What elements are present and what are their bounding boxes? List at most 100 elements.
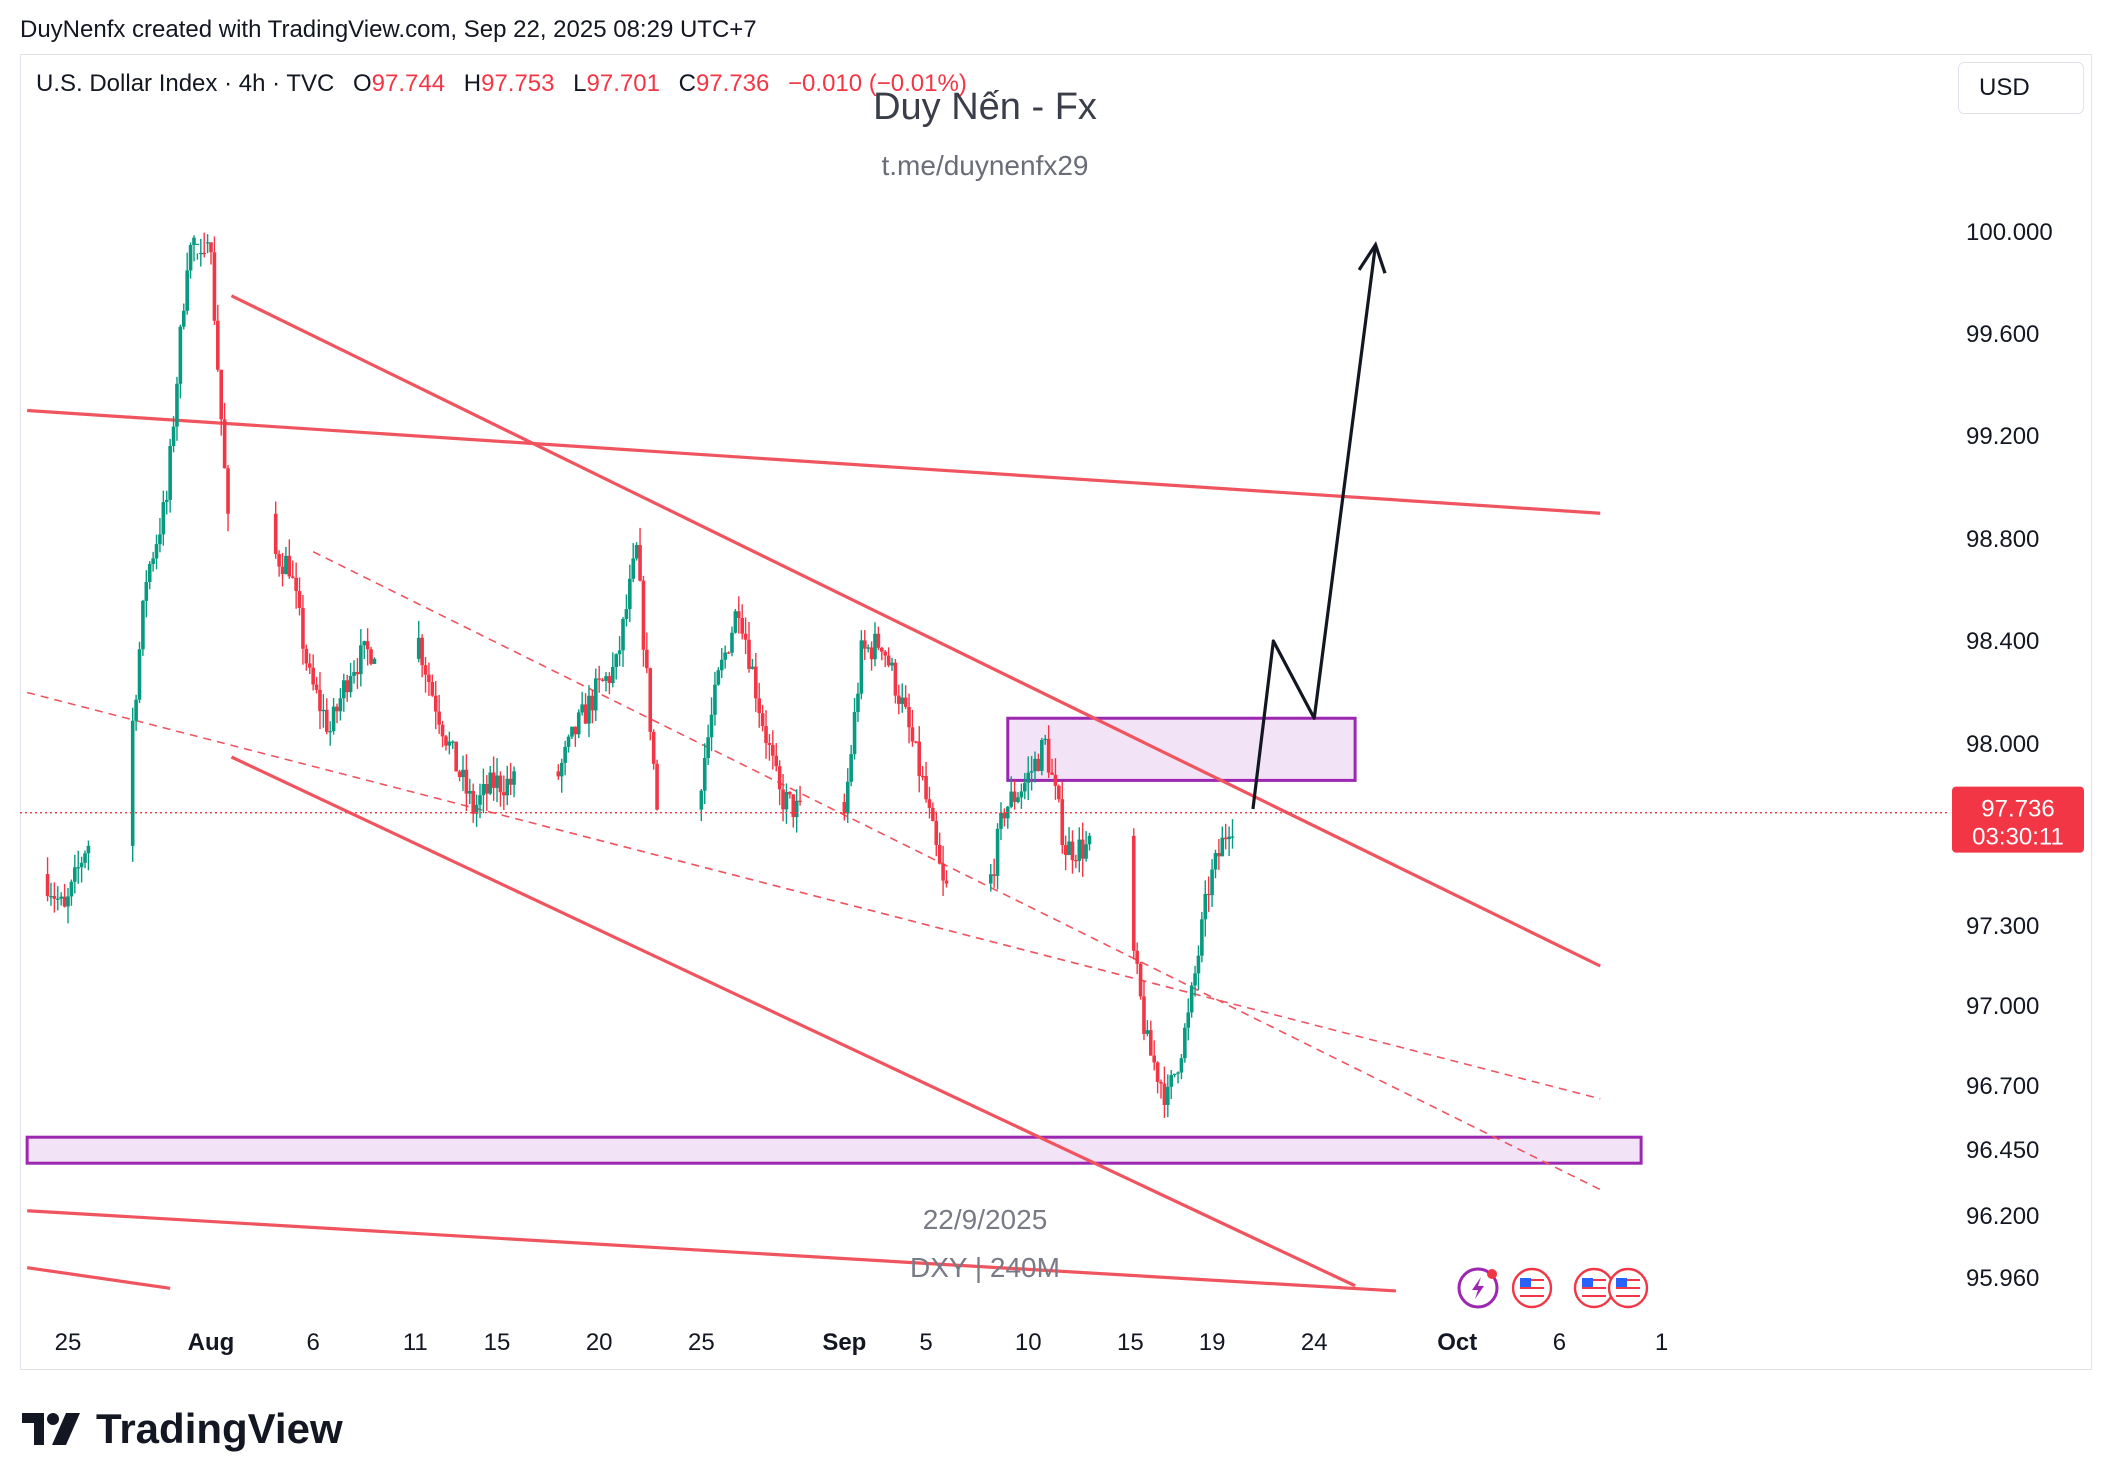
chart-credit: DuyNenfx created with TradingView.com, S… bbox=[20, 16, 757, 43]
candle-body bbox=[845, 781, 850, 814]
candle-body bbox=[1131, 835, 1136, 951]
candle-body bbox=[198, 252, 203, 255]
y-axis-tick-label: 95.960 bbox=[1966, 1265, 2039, 1292]
candle-body bbox=[617, 650, 622, 655]
candle-body bbox=[597, 678, 601, 680]
watermark-link: t.me/duynenfx29 bbox=[881, 150, 1089, 181]
candle-body bbox=[1077, 839, 1082, 861]
us-flag-icon bbox=[1511, 1267, 1553, 1309]
candle-body bbox=[430, 682, 435, 696]
candle-body bbox=[1070, 841, 1075, 861]
y-axis-tick-label: 98.000 bbox=[1966, 731, 2039, 758]
candle-body bbox=[1012, 791, 1017, 803]
candle-body bbox=[873, 633, 877, 660]
candle-body bbox=[171, 426, 176, 447]
candle-body bbox=[988, 874, 993, 884]
candle-body bbox=[1172, 1073, 1177, 1076]
change-value: −0.010 (−0.01%) bbox=[788, 70, 967, 97]
low-value: 97.701 bbox=[586, 70, 660, 97]
candle-body bbox=[437, 711, 441, 725]
candle-body bbox=[505, 778, 510, 796]
candle-body bbox=[1002, 812, 1007, 819]
candle-body bbox=[372, 658, 377, 664]
candle-body bbox=[774, 755, 779, 767]
candle-body bbox=[52, 896, 57, 899]
candle-body bbox=[79, 862, 84, 868]
candle-body bbox=[706, 737, 710, 758]
price-badge-price: 97.736 bbox=[1981, 796, 2054, 823]
candle-body bbox=[999, 812, 1003, 829]
tradingview-logo[interactable]: TradingView bbox=[22, 1404, 343, 1454]
candle-body bbox=[488, 772, 493, 794]
candle-body bbox=[716, 670, 721, 685]
candle-body bbox=[937, 845, 942, 864]
high-value: 97.753 bbox=[481, 70, 555, 97]
candle-body bbox=[348, 675, 353, 693]
candle-body bbox=[342, 680, 346, 699]
flag-stripe bbox=[1520, 1283, 1544, 1285]
candle-body bbox=[611, 667, 615, 684]
candle-body bbox=[335, 706, 339, 712]
candle-body bbox=[893, 662, 898, 696]
candle-body bbox=[301, 607, 305, 649]
candle-body bbox=[1200, 919, 1204, 956]
candle-body bbox=[491, 772, 496, 788]
candle-body bbox=[55, 898, 60, 900]
candle-body bbox=[304, 648, 309, 664]
candle-body bbox=[454, 741, 458, 772]
candle-body bbox=[49, 896, 53, 898]
y-axis-tick-label: 97.000 bbox=[1966, 993, 2039, 1020]
candle-body bbox=[464, 769, 469, 794]
candle-body bbox=[1203, 893, 1208, 920]
candle-body bbox=[290, 576, 295, 578]
candle-body bbox=[1186, 1012, 1191, 1028]
candle-body bbox=[631, 558, 636, 579]
x-axis-tick-label: Sep bbox=[822, 1329, 866, 1356]
candle-body bbox=[62, 896, 67, 907]
flash-icon bbox=[1457, 1267, 1499, 1309]
price-chart[interactable]: 100.000 99.600 99.200 98.800 98.400 98.000 97.… bbox=[0, 0, 2104, 1400]
x-axis-tick-label: 10 bbox=[1015, 1329, 1042, 1356]
candle-body bbox=[212, 252, 217, 321]
candle-body bbox=[1026, 772, 1031, 783]
flag-stripe bbox=[1616, 1291, 1640, 1293]
candle-body bbox=[900, 697, 905, 704]
candle-body bbox=[924, 776, 928, 800]
candle-body bbox=[1009, 791, 1013, 807]
candle-body bbox=[474, 804, 479, 814]
candle-body bbox=[757, 698, 762, 714]
symbol-name: U.S. Dollar Index · 4h · TVC bbox=[36, 70, 335, 97]
candle-body bbox=[1046, 738, 1051, 773]
x-axis-tick-label: 20 bbox=[586, 1329, 613, 1356]
x-axis-tick-label: 15 bbox=[484, 1329, 511, 1356]
flag-stripe bbox=[1520, 1295, 1544, 1297]
candle-body bbox=[791, 794, 796, 818]
candle-body bbox=[433, 695, 438, 712]
candle-body bbox=[1220, 837, 1225, 857]
candle-body bbox=[944, 880, 949, 884]
chart-frame[interactable] bbox=[20, 54, 2092, 1370]
candle-body bbox=[338, 698, 343, 712]
candle-body bbox=[461, 769, 465, 778]
tradingview-logo-icon bbox=[22, 1413, 80, 1445]
candle-body bbox=[1169, 1075, 1174, 1087]
y-axis-tick-label: 100.000 bbox=[1966, 219, 2053, 246]
candle-body bbox=[852, 711, 857, 755]
candle-body bbox=[624, 609, 629, 619]
candle-body bbox=[788, 791, 792, 795]
candle-body bbox=[849, 754, 853, 782]
candle-body bbox=[842, 801, 847, 814]
candle-body bbox=[866, 647, 870, 649]
candle-body bbox=[318, 689, 322, 712]
candle-body bbox=[355, 672, 360, 675]
candle-body bbox=[890, 662, 894, 666]
candle-body bbox=[651, 731, 656, 764]
flag-stripe bbox=[1616, 1283, 1640, 1285]
currency-button[interactable]: USD bbox=[1958, 62, 2084, 114]
candle-body bbox=[144, 582, 149, 601]
candle-body bbox=[1063, 845, 1068, 855]
candle-body bbox=[481, 784, 486, 796]
candle-body bbox=[580, 704, 584, 713]
candle-body bbox=[634, 545, 639, 559]
candle-body bbox=[747, 639, 751, 669]
